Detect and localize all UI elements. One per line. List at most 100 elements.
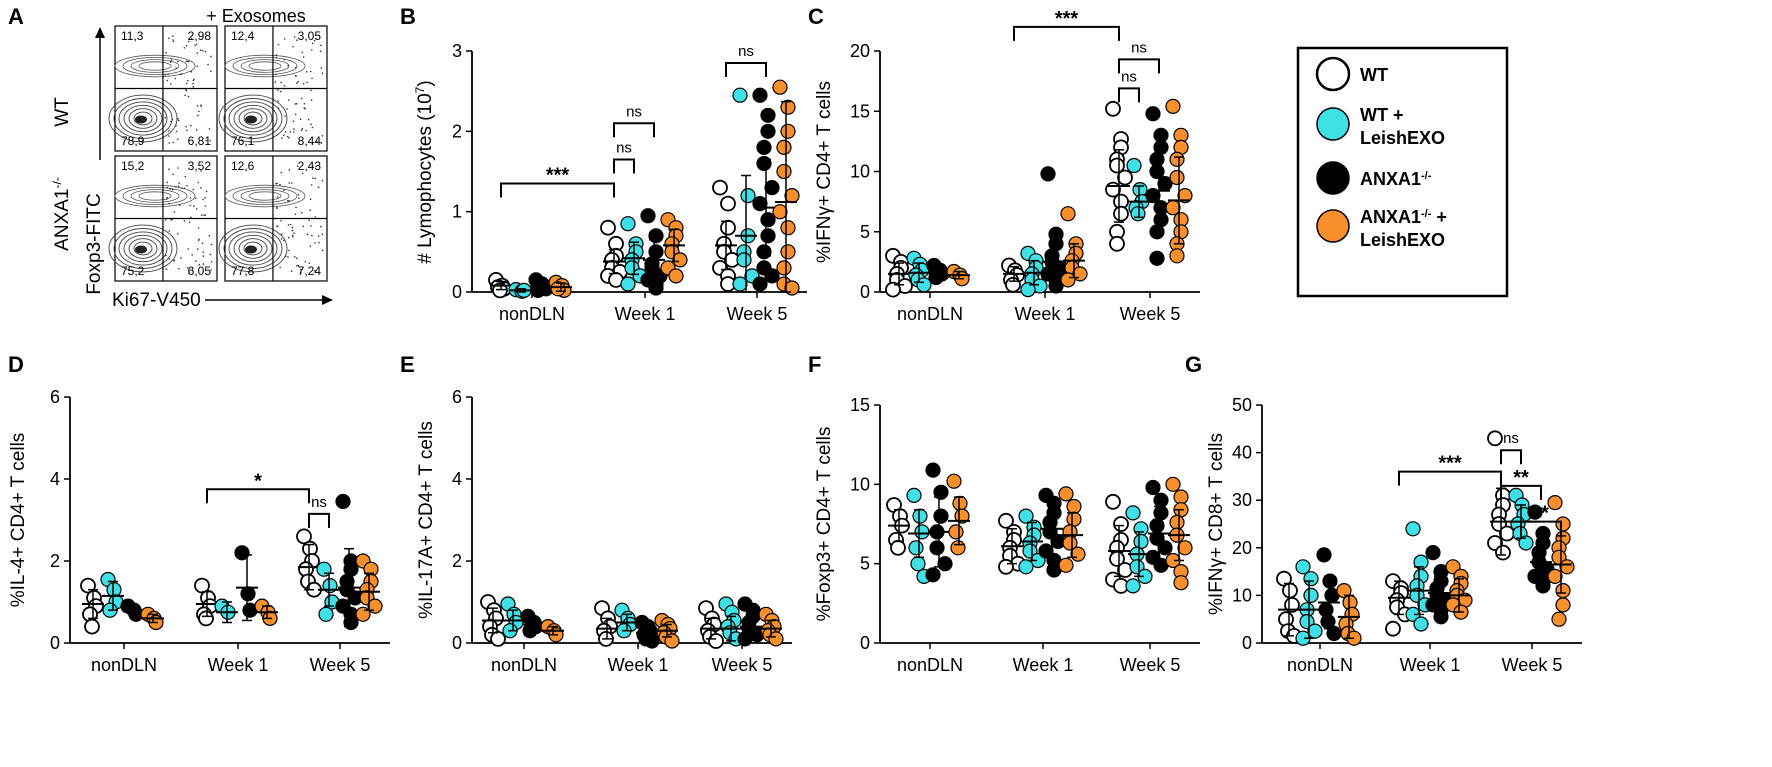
panel-c-point (1177, 188, 1193, 204)
panel-b-group-wt-exo (732, 87, 760, 293)
panel-g-point (1499, 525, 1515, 542)
panel-f-point (908, 540, 924, 556)
panel-b-group-wt (600, 219, 628, 288)
panel-g-ytick-label: 30 (1232, 490, 1252, 510)
panel-d-chart: D 0 2 4 6 nonDLN Week 1 Week 5 %IL-4+ CD4+ T cel… (8, 352, 390, 675)
panel-b-category-label: Week 1 (615, 304, 676, 324)
panel-f-category-label: nonDLN (897, 655, 963, 675)
panel-f-point (1113, 516, 1129, 532)
legend-entry-wt-exo: WT + LeishEXO (1316, 105, 1445, 148)
panel-g-y-axis-label: %IFNγ+ CD8+ T cells (1206, 433, 1227, 615)
panel-b-point (764, 268, 780, 284)
panel-f-point (998, 558, 1014, 575)
panel-c-point (1048, 278, 1064, 294)
panel-g-group-anxa1 (1316, 547, 1342, 642)
panel-f-point (1125, 578, 1141, 594)
panel-d-point (106, 582, 122, 598)
panel-g-group-wt-exo (1405, 521, 1433, 632)
panel-f-ytick-label: 5 (860, 554, 870, 574)
panel-g-significance-bracket: ns (1500, 430, 1522, 465)
panel-b-group-anxa1 (528, 272, 554, 298)
panel-c-group-wt (1001, 257, 1025, 293)
panel-b-point (784, 188, 800, 204)
panel-f-point (933, 508, 949, 524)
panel-b-point (752, 276, 768, 292)
panel-g-point (1336, 582, 1352, 599)
legend-swatch (1315, 56, 1351, 92)
quadrant-ur-value: 3,52 (188, 159, 212, 173)
panel-f-point (914, 524, 930, 540)
panel-f-point (1125, 505, 1141, 521)
panel-g-point (1547, 568, 1563, 585)
panel-c-group-anxa1-exo (1060, 206, 1088, 288)
legend-label-line2: LeishEXO (1360, 128, 1445, 148)
panel-b-point (780, 220, 796, 236)
panel-b-point (712, 179, 728, 196)
panel-c-point (1169, 248, 1185, 264)
panel-c-point (1109, 157, 1125, 174)
panel-d-group-anxa1 (234, 545, 258, 622)
panel-f-point (1018, 508, 1034, 524)
panel-d-ytick-label: 6 (50, 387, 60, 407)
panel-d-point (194, 577, 210, 594)
panel-b-point (780, 244, 796, 260)
panel-e-group-anxa1-exo (654, 612, 680, 649)
ki67-axis-label: Ki67-V450 (112, 290, 201, 311)
panel-c-significance-bracket: ns (1118, 68, 1140, 103)
panel-g-group-anxa1 (1527, 504, 1555, 594)
panel-b-group-anxa1-exo (772, 79, 800, 296)
panel-e-point (708, 633, 724, 649)
panel-d-significance-bracket: ns (308, 494, 330, 528)
panel-f-chart: F 0 5 10 15 nonDLN Week 1 Week 5 %Foxp3+ CD4+ T … (808, 352, 1200, 675)
panel-b-point (736, 252, 752, 268)
panel-g-point (1495, 544, 1511, 561)
panel-g-significance-label: ** (1533, 503, 1549, 525)
panel-f-point (952, 495, 968, 511)
panel-f-point (1133, 533, 1149, 550)
panel-b-significance-bracket: ns (613, 103, 655, 138)
panel-f-point (1105, 493, 1121, 510)
panel-e-category-label: Week 1 (608, 655, 669, 675)
panel-b-category-label: nonDLN (499, 304, 565, 324)
panel-d-category-label: nonDLN (91, 655, 157, 675)
panel-b-point (732, 87, 748, 103)
panel-f-point (1058, 557, 1074, 573)
panel-b-point (760, 107, 776, 123)
panel-c-point (1109, 235, 1125, 252)
panel-g-category-label: Week 5 (1502, 655, 1563, 675)
panel-d-group-anxa1-exo (140, 606, 164, 631)
panel-e-category-label: Week 5 (712, 655, 773, 675)
quadrant-lr-value: 7,24 (298, 264, 322, 278)
panel-g-point (1555, 597, 1571, 613)
panel-g-point (1559, 559, 1575, 575)
row-label-anxa1: ANXA1-/- (50, 177, 73, 251)
panel-f-point (1157, 540, 1173, 556)
legend: WT WT + LeishEXO ANXA1-/- ANXA1-/- + LeishEXO (1296, 46, 1509, 298)
quadrant-ll-value: 77,8 (231, 264, 255, 278)
panel-d-significance-label: * (254, 470, 262, 492)
panel-f-point (937, 556, 953, 572)
panel-f-group-wt (1105, 493, 1133, 594)
panel-c-significance-label: ns (1121, 68, 1137, 85)
panel-b-category-label: Week 5 (727, 304, 788, 324)
quadrant-ul-value: 15,2 (121, 159, 145, 173)
panel-c-point (1060, 206, 1076, 222)
panel-c-ytick-label: 0 (860, 282, 870, 302)
panel-b-point (772, 79, 788, 95)
panel-g-group-anxa1-exo (1445, 559, 1473, 620)
panel-f-point (1173, 575, 1189, 591)
panel-c-chart: C 0 5 10 15 20 nonDLN Week 1 Week 5 %IFNγ+ CD4+ T… (808, 4, 1200, 324)
panel-f-point (1018, 559, 1034, 575)
panel-g-point (1535, 578, 1551, 594)
panel-f-point (1173, 489, 1189, 505)
panel-c-point (1165, 200, 1181, 216)
panel-d-point (335, 493, 351, 510)
panel-g-group-anxa1-exo (1547, 495, 1575, 627)
panel-b-point (764, 180, 780, 196)
panel-d-group-anxa1-exo (254, 598, 278, 627)
panel-c-ytick-label: 20 (850, 41, 870, 61)
flow-plot-3: 15,2 3,52 75,2 6,05 (108, 155, 218, 282)
panel-e-ytick-label: 2 (452, 551, 462, 571)
panel-c-point (1117, 169, 1133, 186)
panel-f-ytick-label: 0 (860, 633, 870, 653)
